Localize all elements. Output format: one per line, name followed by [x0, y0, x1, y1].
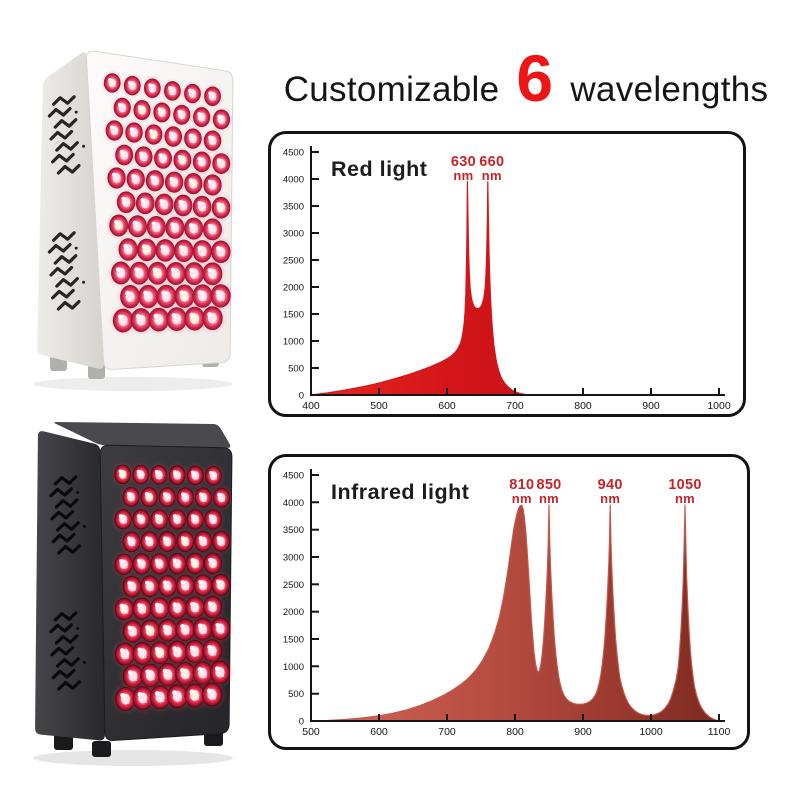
- svg-text:500: 500: [370, 400, 388, 412]
- peak-wavelength-label: 630: [451, 154, 476, 170]
- axes: [310, 469, 725, 722]
- peak-wavelength-label: 660: [479, 154, 504, 170]
- svg-text:4000: 4000: [283, 175, 304, 186]
- peak-wavelength-label: 810: [509, 477, 534, 493]
- red-light-spectrum-area: [310, 181, 720, 396]
- led-array: [99, 69, 236, 338]
- svg-text:400: 400: [302, 400, 320, 412]
- vent-grille: [47, 231, 86, 311]
- peak-unit-label: nm: [482, 168, 502, 183]
- peak-unit-label: nm: [512, 491, 532, 506]
- svg-text:1100: 1100: [708, 726, 731, 738]
- svg-text:2000: 2000: [283, 283, 304, 294]
- svg-text:900: 900: [574, 726, 592, 738]
- svg-text:800: 800: [506, 726, 524, 738]
- peak-wavelength-label: 850: [536, 477, 561, 493]
- panel-top-face: [54, 422, 231, 448]
- panel-side-face: [37, 52, 104, 369]
- led-array: [110, 460, 235, 716]
- svg-text:500: 500: [288, 364, 304, 375]
- panel-feet: [54, 730, 223, 757]
- svg-text:4500: 4500: [283, 148, 304, 159]
- vent-grille: [49, 611, 86, 691]
- svg-text:2000: 2000: [283, 607, 304, 618]
- svg-text:500: 500: [288, 689, 304, 700]
- peak-wavelength-label: 940: [598, 477, 623, 493]
- svg-text:1500: 1500: [283, 635, 304, 646]
- svg-text:1000: 1000: [283, 337, 304, 348]
- svg-text:700: 700: [438, 726, 456, 738]
- headline-prefix: Customizable: [283, 70, 500, 109]
- vent-grille: [49, 475, 86, 555]
- peak-unit-label: nm: [539, 491, 559, 506]
- peak-unit-label: nm: [600, 491, 620, 506]
- peak-unit-label: nm: [453, 168, 473, 183]
- svg-text:1000: 1000: [283, 662, 304, 673]
- svg-text:600: 600: [370, 726, 388, 738]
- y-axis-labels: 0 500 1000 1500 2000 2500 3000 3500 4000 4500: [283, 148, 304, 402]
- panel-shadow: [33, 750, 233, 766]
- black-led-panel-photo: [8, 408, 258, 776]
- svg-text:600: 600: [438, 400, 456, 412]
- svg-text:0: 0: [299, 717, 304, 728]
- svg-text:3500: 3500: [283, 202, 304, 213]
- peak-unit-label: nm: [675, 491, 695, 506]
- white-led-panel-photo: [8, 20, 258, 392]
- peak-wavelength-label: 1050: [668, 477, 701, 493]
- svg-text:3000: 3000: [283, 229, 304, 240]
- svg-text:1000: 1000: [707, 400, 731, 412]
- svg-text:500: 500: [302, 726, 320, 738]
- svg-text:800: 800: [574, 400, 592, 412]
- svg-text:1000: 1000: [639, 726, 663, 738]
- x-axis-labels: 500 600 700 800 900 1000 1100: [302, 726, 730, 738]
- panel-side-face: [35, 431, 105, 741]
- red-light-plot: Red light 0 500 1000 1500 2000 2500 3000 3500 400…: [283, 146, 731, 412]
- svg-text:0: 0: [299, 391, 304, 402]
- vent-grille: [47, 95, 86, 175]
- white-led-panel: [33, 50, 236, 391]
- svg-text:2500: 2500: [283, 256, 304, 267]
- panel-shadow: [33, 377, 233, 391]
- svg-text:3500: 3500: [283, 525, 304, 536]
- chart-title: Infrared light: [331, 480, 469, 504]
- svg-text:3000: 3000: [283, 553, 304, 564]
- svg-text:700: 700: [506, 400, 524, 412]
- headline-count: 6: [516, 41, 554, 115]
- x-axis-labels: 400 500 600 700 800 900 1000: [302, 400, 731, 412]
- black-led-panel: [33, 422, 235, 766]
- chart-title: Red light: [331, 157, 427, 181]
- headline-suffix: wavelengths: [570, 70, 769, 109]
- svg-text:900: 900: [642, 400, 660, 412]
- red-light-spectrum-chart: Red light 0 500 1000 1500 2000 2500 3000 3500 400…: [268, 131, 746, 417]
- infrared-light-spectrum-area: [310, 504, 720, 722]
- headline: Customizable 6 wavelengths: [250, 42, 800, 126]
- axes: [310, 146, 725, 396]
- y-axis-labels: 0 500 1000 1500 2000 2500 3000 3500 4000 4500: [283, 471, 304, 728]
- infrared-light-plot: Infrared light05001000150020002500300035…: [283, 469, 730, 738]
- svg-text:1500: 1500: [283, 310, 304, 321]
- svg-text:4500: 4500: [283, 471, 304, 482]
- infrared-light-spectrum-chart: Infrared light 0 500 1000 1500 2000 2500 3000 35…: [268, 454, 750, 750]
- svg-text:4000: 4000: [283, 498, 304, 509]
- svg-text:2500: 2500: [283, 580, 304, 591]
